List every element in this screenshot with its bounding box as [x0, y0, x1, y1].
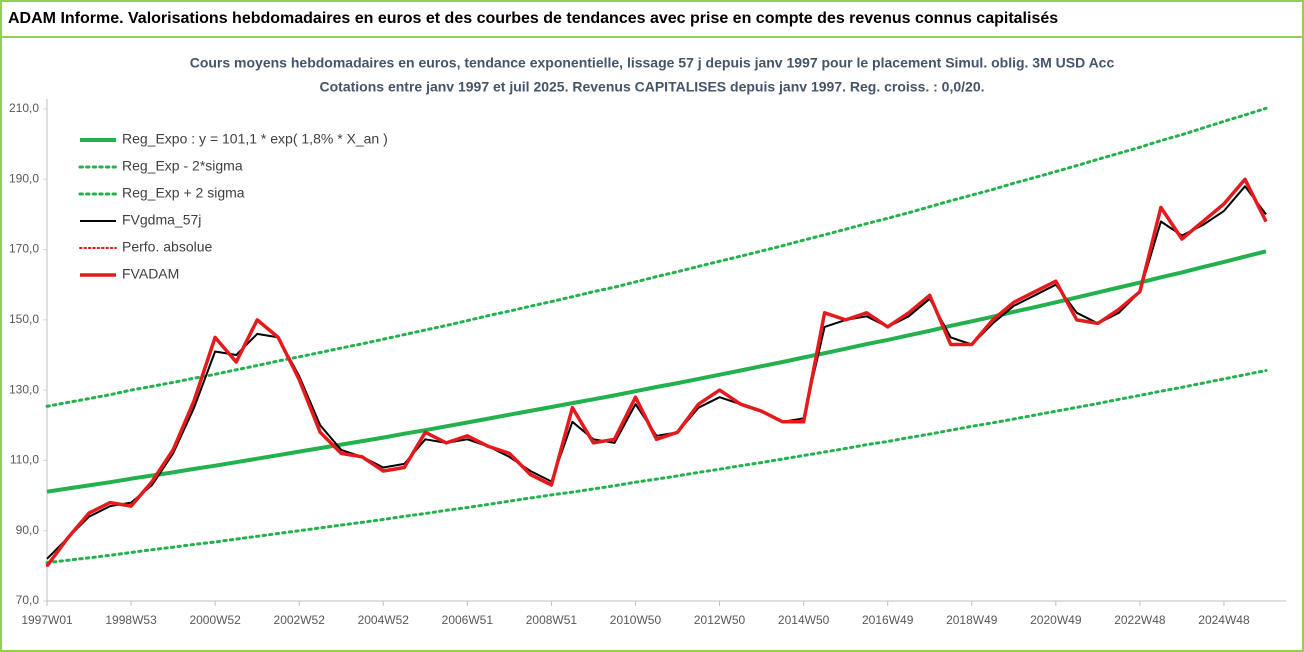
legend-label: Reg_Exp + 2 sigma — [122, 185, 245, 201]
legend-label: Reg_Expo : y = 101,1 * exp( 1,8% * X_an … — [122, 131, 388, 147]
series-line — [45, 369, 1268, 565]
y-tick-label: 110,0 — [10, 453, 39, 467]
x-tick-label: 2016W49 — [862, 613, 914, 627]
x-tick-label: 2024W48 — [1198, 613, 1250, 627]
x-tick-label: 2010W50 — [610, 613, 662, 627]
series-line — [45, 106, 1268, 408]
legend-label: Perfo. absolue — [122, 239, 212, 255]
x-tick-label: 2014W50 — [778, 613, 830, 627]
y-tick-label: 170,0 — [9, 242, 39, 256]
x-tick-label: 1997W01 — [21, 613, 73, 627]
y-tick-label: 190,0 — [9, 171, 39, 185]
legend-label: FVgdma_57j — [122, 212, 201, 228]
x-tick-label: 2018W49 — [946, 613, 998, 627]
y-tick-label: 70,0 — [16, 593, 40, 607]
series-line — [46, 249, 1267, 494]
x-tick-label: 2004W52 — [358, 613, 410, 627]
y-tick-label: 90,0 — [16, 523, 40, 537]
x-tick-label: 2012W50 — [694, 613, 746, 627]
subtitle: Cours moyens hebdomadaires en euros, ten… — [190, 55, 1115, 71]
x-tick-label: 2006W51 — [442, 613, 494, 627]
legend-label: FVADAM — [122, 266, 179, 282]
legend-label: Reg_Exp - 2*sigma — [122, 158, 243, 174]
x-tick-label: 2022W48 — [1114, 613, 1166, 627]
y-tick-label: 150,0 — [9, 312, 39, 326]
x-tick-label: 2002W52 — [274, 613, 326, 627]
x-tick-label: 1998W53 — [105, 613, 157, 627]
y-tick-label: 130,0 — [9, 382, 39, 396]
subtitle: Cotations entre janv 1997 et juil 2025. … — [320, 79, 985, 95]
series-line — [45, 177, 1268, 567]
chart-title: ADAM Informe. Valorisations hebdomadaire… — [8, 10, 1058, 27]
x-tick-label: 2000W52 — [189, 613, 241, 627]
y-tick-label: 210,0 — [9, 101, 39, 115]
x-tick-label: 2020W49 — [1030, 613, 1082, 627]
x-tick-label: 2008W51 — [526, 613, 578, 627]
